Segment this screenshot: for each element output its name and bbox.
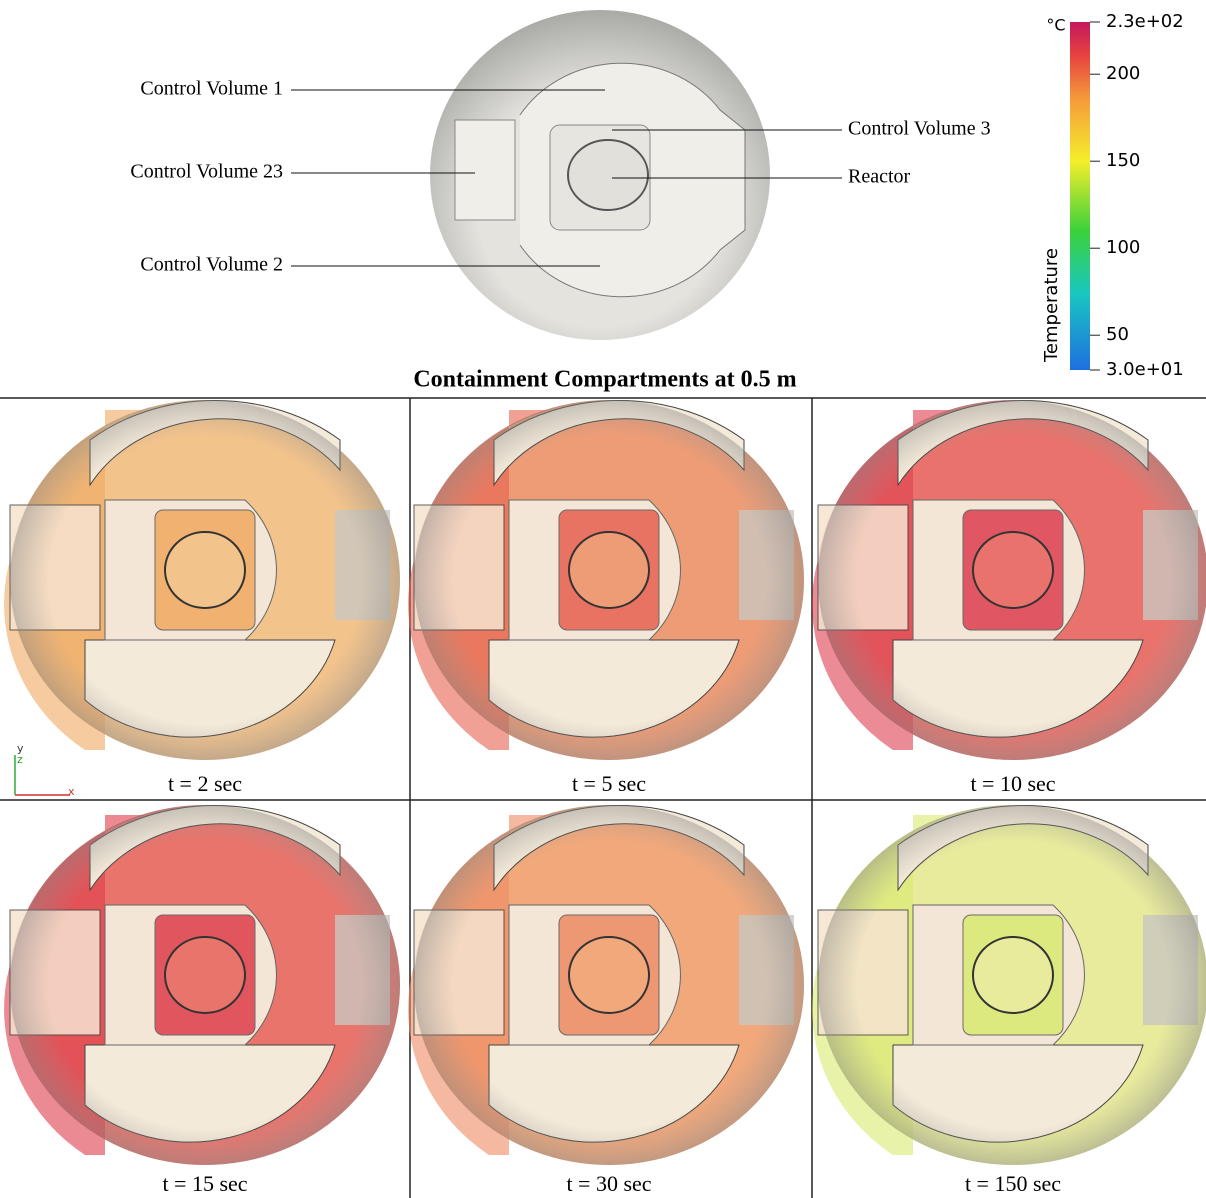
shell-edge (414, 400, 804, 760)
panel-caption: t = 150 sec (965, 1171, 1061, 1196)
simulation-panel (408, 399, 804, 760)
axes-triad: yz x (14, 742, 75, 798)
shell-edge (818, 805, 1206, 1165)
colorbar-gradient (1070, 22, 1090, 370)
simulation-panel (4, 399, 400, 760)
axis-letter: x (68, 785, 75, 798)
colorbar-tick-label: 150 (1106, 150, 1140, 171)
shell-edge (818, 400, 1206, 760)
colorbar-unit: °C (1046, 16, 1065, 35)
callout-label: Control Volume 3 (848, 118, 991, 140)
callout-label: Control Volume 1 (140, 78, 283, 100)
callout-label: Reactor (848, 166, 911, 188)
simulation-panel (4, 804, 400, 1165)
axis-letter: z (17, 753, 23, 766)
panel-caption: t = 15 sec (162, 1171, 247, 1196)
callout-label: Control Volume 23 (130, 161, 283, 183)
panel-frame (0, 397, 1206, 1198)
colorbar-tick-label: 2.3e+02 (1106, 11, 1184, 32)
colorbar-tick-label: 200 (1106, 63, 1140, 84)
shell-edge (10, 805, 400, 1165)
shell-edge (414, 805, 804, 1165)
colorbar-label: Temperature (1041, 248, 1062, 363)
panel-caption: t = 2 sec (168, 771, 242, 796)
colorbar-tick-label: 100 (1106, 237, 1140, 258)
panel-caption: t = 5 sec (572, 771, 646, 796)
simulation-panel (812, 804, 1206, 1165)
panels: t = 2 sec t = 5 sec t = 10 sec t = 15 sec t … (4, 399, 1206, 1196)
simulation-panel (408, 804, 804, 1165)
schematic (430, 10, 770, 340)
callout-label: Control Volume 2 (140, 254, 283, 276)
figure-title: Containment Compartments at 0.5 m (413, 367, 796, 393)
colorbar: °C Temperature 2.3e+02 200 150 100 50 3.0e+01 (1041, 11, 1184, 380)
axis-letter: y (17, 742, 24, 755)
shell-edge (10, 400, 400, 760)
colorbar-tick-label: 50 (1106, 324, 1129, 345)
schematic-labels: Control Volume 1 Control Volume 23 Control… (130, 78, 990, 276)
colorbar-tick-label: 3.0e+01 (1106, 359, 1184, 380)
panel-caption: t = 10 sec (970, 771, 1055, 796)
panel-caption: t = 30 sec (566, 1171, 651, 1196)
simulation-panel (812, 399, 1206, 760)
